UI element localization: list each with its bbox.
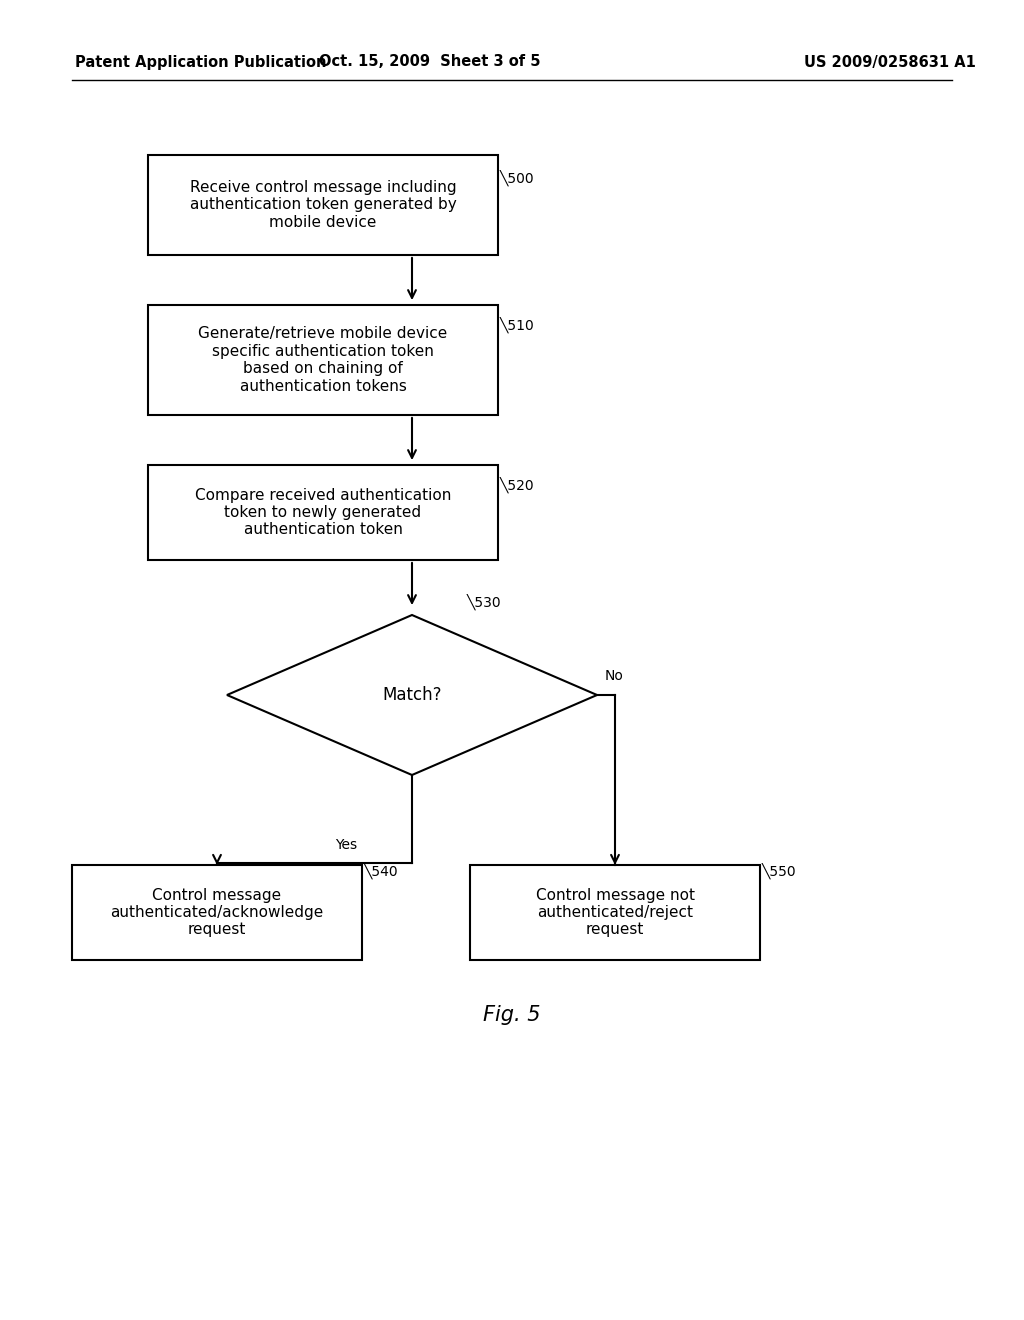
Bar bbox=[470, 865, 760, 960]
Text: ╲510: ╲510 bbox=[500, 317, 535, 334]
Text: ╲550: ╲550 bbox=[762, 863, 797, 879]
Text: No: No bbox=[605, 669, 624, 682]
Text: ╲520: ╲520 bbox=[500, 477, 535, 494]
Text: Control message not
authenticated/reject
request: Control message not authenticated/reject… bbox=[536, 887, 694, 937]
Text: Compare received authentication
token to newly generated
authentication token: Compare received authentication token to… bbox=[195, 487, 452, 537]
Text: Fig. 5: Fig. 5 bbox=[483, 1005, 541, 1026]
Text: US 2009/0258631 A1: US 2009/0258631 A1 bbox=[804, 54, 976, 70]
Text: Generate/retrieve mobile device
specific authentication token
based on chaining : Generate/retrieve mobile device specific… bbox=[199, 326, 447, 393]
Text: Yes: Yes bbox=[335, 838, 357, 851]
Bar bbox=[148, 305, 498, 414]
Text: Oct. 15, 2009  Sheet 3 of 5: Oct. 15, 2009 Sheet 3 of 5 bbox=[319, 54, 541, 70]
Bar bbox=[148, 465, 498, 560]
Text: ╲530: ╲530 bbox=[467, 594, 502, 610]
Text: Patent Application Publication: Patent Application Publication bbox=[75, 54, 327, 70]
Bar bbox=[72, 865, 362, 960]
Text: ╲500: ╲500 bbox=[500, 170, 535, 186]
Text: Control message
authenticated/acknowledge
request: Control message authenticated/acknowledg… bbox=[111, 887, 324, 937]
Text: ╲540: ╲540 bbox=[364, 863, 398, 879]
Polygon shape bbox=[227, 615, 597, 775]
Text: Receive control message including
authentication token generated by
mobile devic: Receive control message including authen… bbox=[189, 180, 457, 230]
Text: Match?: Match? bbox=[382, 686, 441, 704]
Bar bbox=[148, 154, 498, 255]
